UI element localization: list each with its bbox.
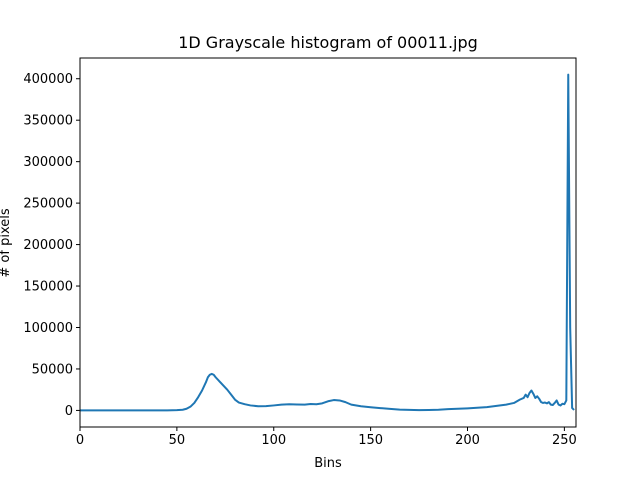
y-tick-label: 350000 [23, 114, 73, 129]
plot-area [79, 57, 577, 428]
y-tick-label: 250000 [23, 197, 73, 212]
y-axis-label: # of pixels [0, 208, 13, 277]
y-tick-label: 50000 [32, 362, 73, 377]
x-tick-label: 100 [261, 433, 286, 448]
x-axis-label: Bins [314, 456, 342, 471]
x-tick-label: 250 [552, 433, 577, 448]
y-tick-label: 150000 [23, 280, 73, 295]
x-tick-label: 0 [76, 433, 84, 448]
plot-frame [79, 57, 577, 428]
x-tick-label: 150 [358, 433, 383, 448]
y-axis-ticks: 0 50000 100000 150000 200000 250000 300000 3500… [23, 72, 80, 419]
x-axis-ticks: 0 50 100 150 200 250 [76, 427, 577, 448]
chart-title: 1D Grayscale histogram of 00011.jpg [178, 33, 478, 52]
y-tick-label: 300000 [23, 155, 73, 170]
y-tick-label: 100000 [23, 321, 73, 336]
x-tick-label: 50 [169, 433, 186, 448]
y-tick-label: 200000 [23, 238, 73, 253]
histogram-series-line [80, 73, 575, 412]
y-tick-label: 0 [65, 404, 73, 419]
y-tick-label: 400000 [23, 72, 73, 87]
x-tick-label: 200 [455, 433, 480, 448]
